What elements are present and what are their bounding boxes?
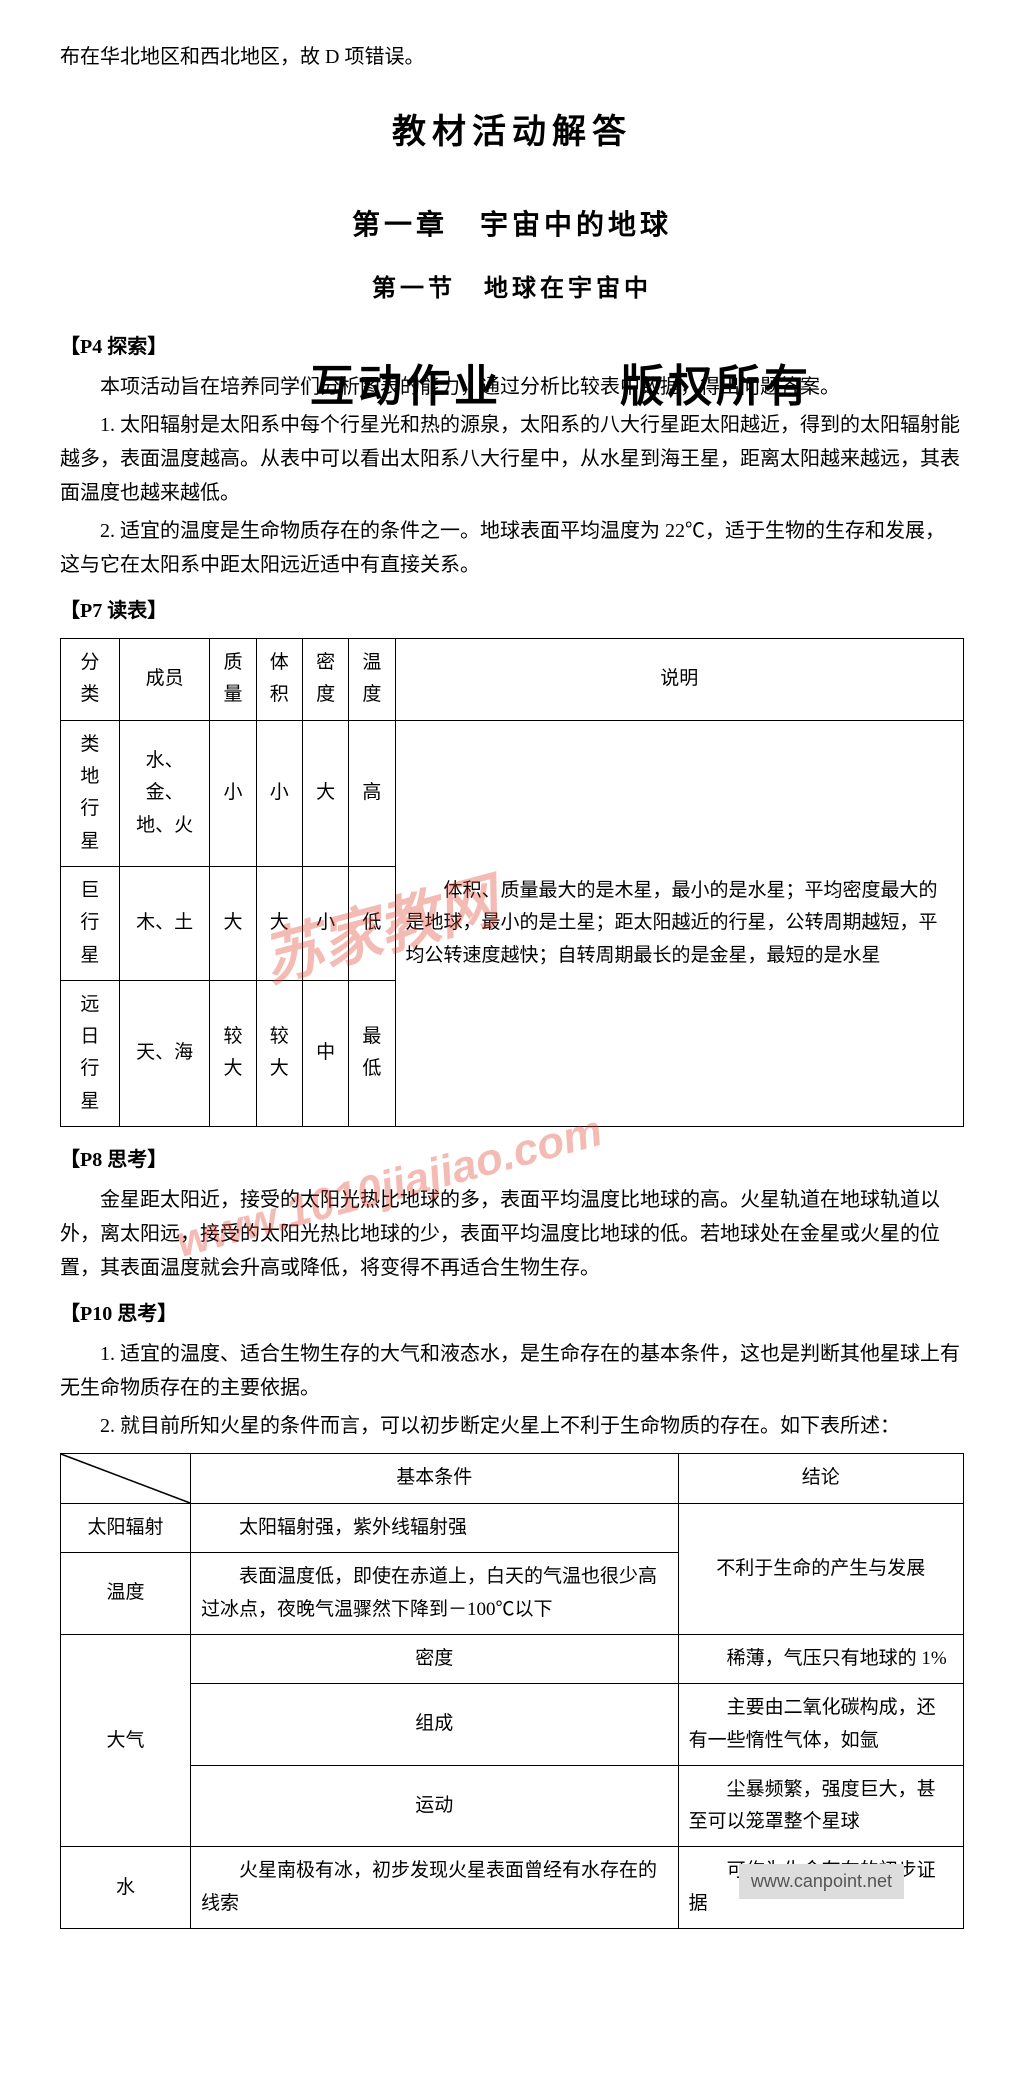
- cell: 大: [210, 866, 256, 980]
- sublabel: 运动: [191, 1765, 679, 1847]
- cell: 水、金、地、火: [119, 720, 209, 866]
- th-category: 分类: [61, 639, 120, 721]
- cell: 主要由二氧化碳构成，还有一些惰性气体，如氩: [678, 1684, 963, 1766]
- cell: 大: [302, 720, 348, 866]
- cell: 稀薄，气压只有地球的 1%: [678, 1634, 963, 1683]
- sublabel: 组成: [191, 1684, 679, 1766]
- th-desc: 说明: [395, 639, 963, 721]
- th-cond: 基本条件: [191, 1454, 679, 1504]
- intro-text: 布在华北地区和西北地区，故 D 项错误。: [60, 40, 964, 74]
- table-row: 基本条件 结论: [61, 1454, 964, 1504]
- cell: 尘暴频繁，强度巨大，甚至可以笼罩整个星球: [678, 1765, 963, 1847]
- chapter-title: 第一章 宇宙中的地球: [60, 202, 964, 250]
- table-row: 分类 成员 质量 体积 密度 温度 说明: [61, 639, 964, 721]
- cell: 小: [302, 866, 348, 980]
- p10-table: 基本条件 结论 太阳辐射 太阳辐射强，紫外线辐射强 不利于生命的产生与发展 温度…: [60, 1453, 964, 1929]
- cell: 巨行星: [61, 866, 120, 980]
- p10-para1: 1. 适宜的温度、适合生物生存的大气和液态水，是生命存在的基本条件，这也是判断其…: [60, 1337, 964, 1405]
- table-row: 运动 尘暴频繁，强度巨大，甚至可以笼罩整个星球: [61, 1765, 964, 1847]
- th-temp: 温度: [349, 639, 395, 721]
- footer-url: www.canpoint.net: [739, 1864, 904, 1899]
- cell: 火星南极有冰，初步发现火星表面曾经有水存在的线索: [191, 1847, 679, 1929]
- rowlabel: 温度: [61, 1553, 191, 1635]
- cell: 较大: [256, 980, 302, 1126]
- p4-para3: 2. 适宜的温度是生命物质存在的条件之一。地球表面平均温度为 22℃，适于生物的…: [60, 514, 964, 582]
- cell: 不利于生命的产生与发展: [678, 1504, 963, 1635]
- p10-heading: 【P10 思考】: [60, 1297, 964, 1331]
- table-row: 大气 密度 稀薄，气压只有地球的 1%: [61, 1634, 964, 1683]
- p10-para2: 2. 就目前所知火星的条件而言，可以初步断定火星上不利于生命物质的存在。如下表所…: [60, 1409, 964, 1443]
- th-member: 成员: [119, 639, 209, 721]
- main-title: 教材活动解答: [60, 104, 964, 162]
- th-volume: 体积: [256, 639, 302, 721]
- rowlabel: 水: [61, 1847, 191, 1929]
- cell: 小: [210, 720, 256, 866]
- cell: 天、海: [119, 980, 209, 1126]
- cell: 小: [256, 720, 302, 866]
- cell: 远日行星: [61, 980, 120, 1126]
- th-density: 密度: [302, 639, 348, 721]
- table-row: 组成 主要由二氧化碳构成，还有一些惰性气体，如氩: [61, 1684, 964, 1766]
- cell: 类地行星: [61, 720, 120, 866]
- p8-para: 金星距太阳近，接受的太阳光热比地球的多，表面平均温度比地球的高。火星轨道在地球轨…: [60, 1183, 964, 1285]
- p8-heading: 【P8 思考】: [60, 1143, 964, 1177]
- rowlabel: 太阳辐射: [61, 1504, 191, 1553]
- table-row: 太阳辐射 太阳辐射强，紫外线辐射强 不利于生命的产生与发展: [61, 1504, 964, 1553]
- table-row: 类地行星 水、金、地、火 小 小 大 高 体积、质量最大的是木星，最小的是水星；…: [61, 720, 964, 866]
- cell: 中: [302, 980, 348, 1126]
- cell: 表面温度低，即使在赤道上，白天的气温也很少高过冰点，夜晚气温骤然下降到－100℃…: [191, 1553, 679, 1635]
- th-concl: 结论: [678, 1454, 963, 1504]
- cell: 高: [349, 720, 395, 866]
- diag-cell: [61, 1454, 191, 1504]
- cell: 大: [256, 866, 302, 980]
- p4-para1: 本项活动旨在培养同学们分析图表的能力，通过分析比较表中数据，得出问题答案。: [60, 370, 964, 404]
- p4-heading: 【P4 探索】: [60, 330, 964, 364]
- cell-desc: 体积、质量最大的是木星，最小的是水星；平均密度最大的是地球，最小的是土星；距太阳…: [395, 720, 963, 1126]
- p7-table: 分类 成员 质量 体积 密度 温度 说明 类地行星 水、金、地、火 小 小 大 …: [60, 638, 964, 1127]
- section-title: 第一节 地球在宇宙中: [60, 269, 964, 310]
- th-mass: 质量: [210, 639, 256, 721]
- page-container: 互动作业 版权所有 苏家教网 www.1010jiajiao.com 布在华北地…: [60, 40, 964, 1929]
- cell: 最低: [349, 980, 395, 1126]
- cell: 木、土: [119, 866, 209, 980]
- cell: 较大: [210, 980, 256, 1126]
- p4-para2: 1. 太阳辐射是太阳系中每个行星光和热的源泉，太阳系的八大行星距太阳越近，得到的…: [60, 408, 964, 510]
- rowlabel: 大气: [61, 1634, 191, 1846]
- p7-heading: 【P7 读表】: [60, 594, 964, 628]
- cell: 太阳辐射强，紫外线辐射强: [191, 1504, 679, 1553]
- cell: 低: [349, 866, 395, 980]
- sublabel: 密度: [191, 1634, 679, 1683]
